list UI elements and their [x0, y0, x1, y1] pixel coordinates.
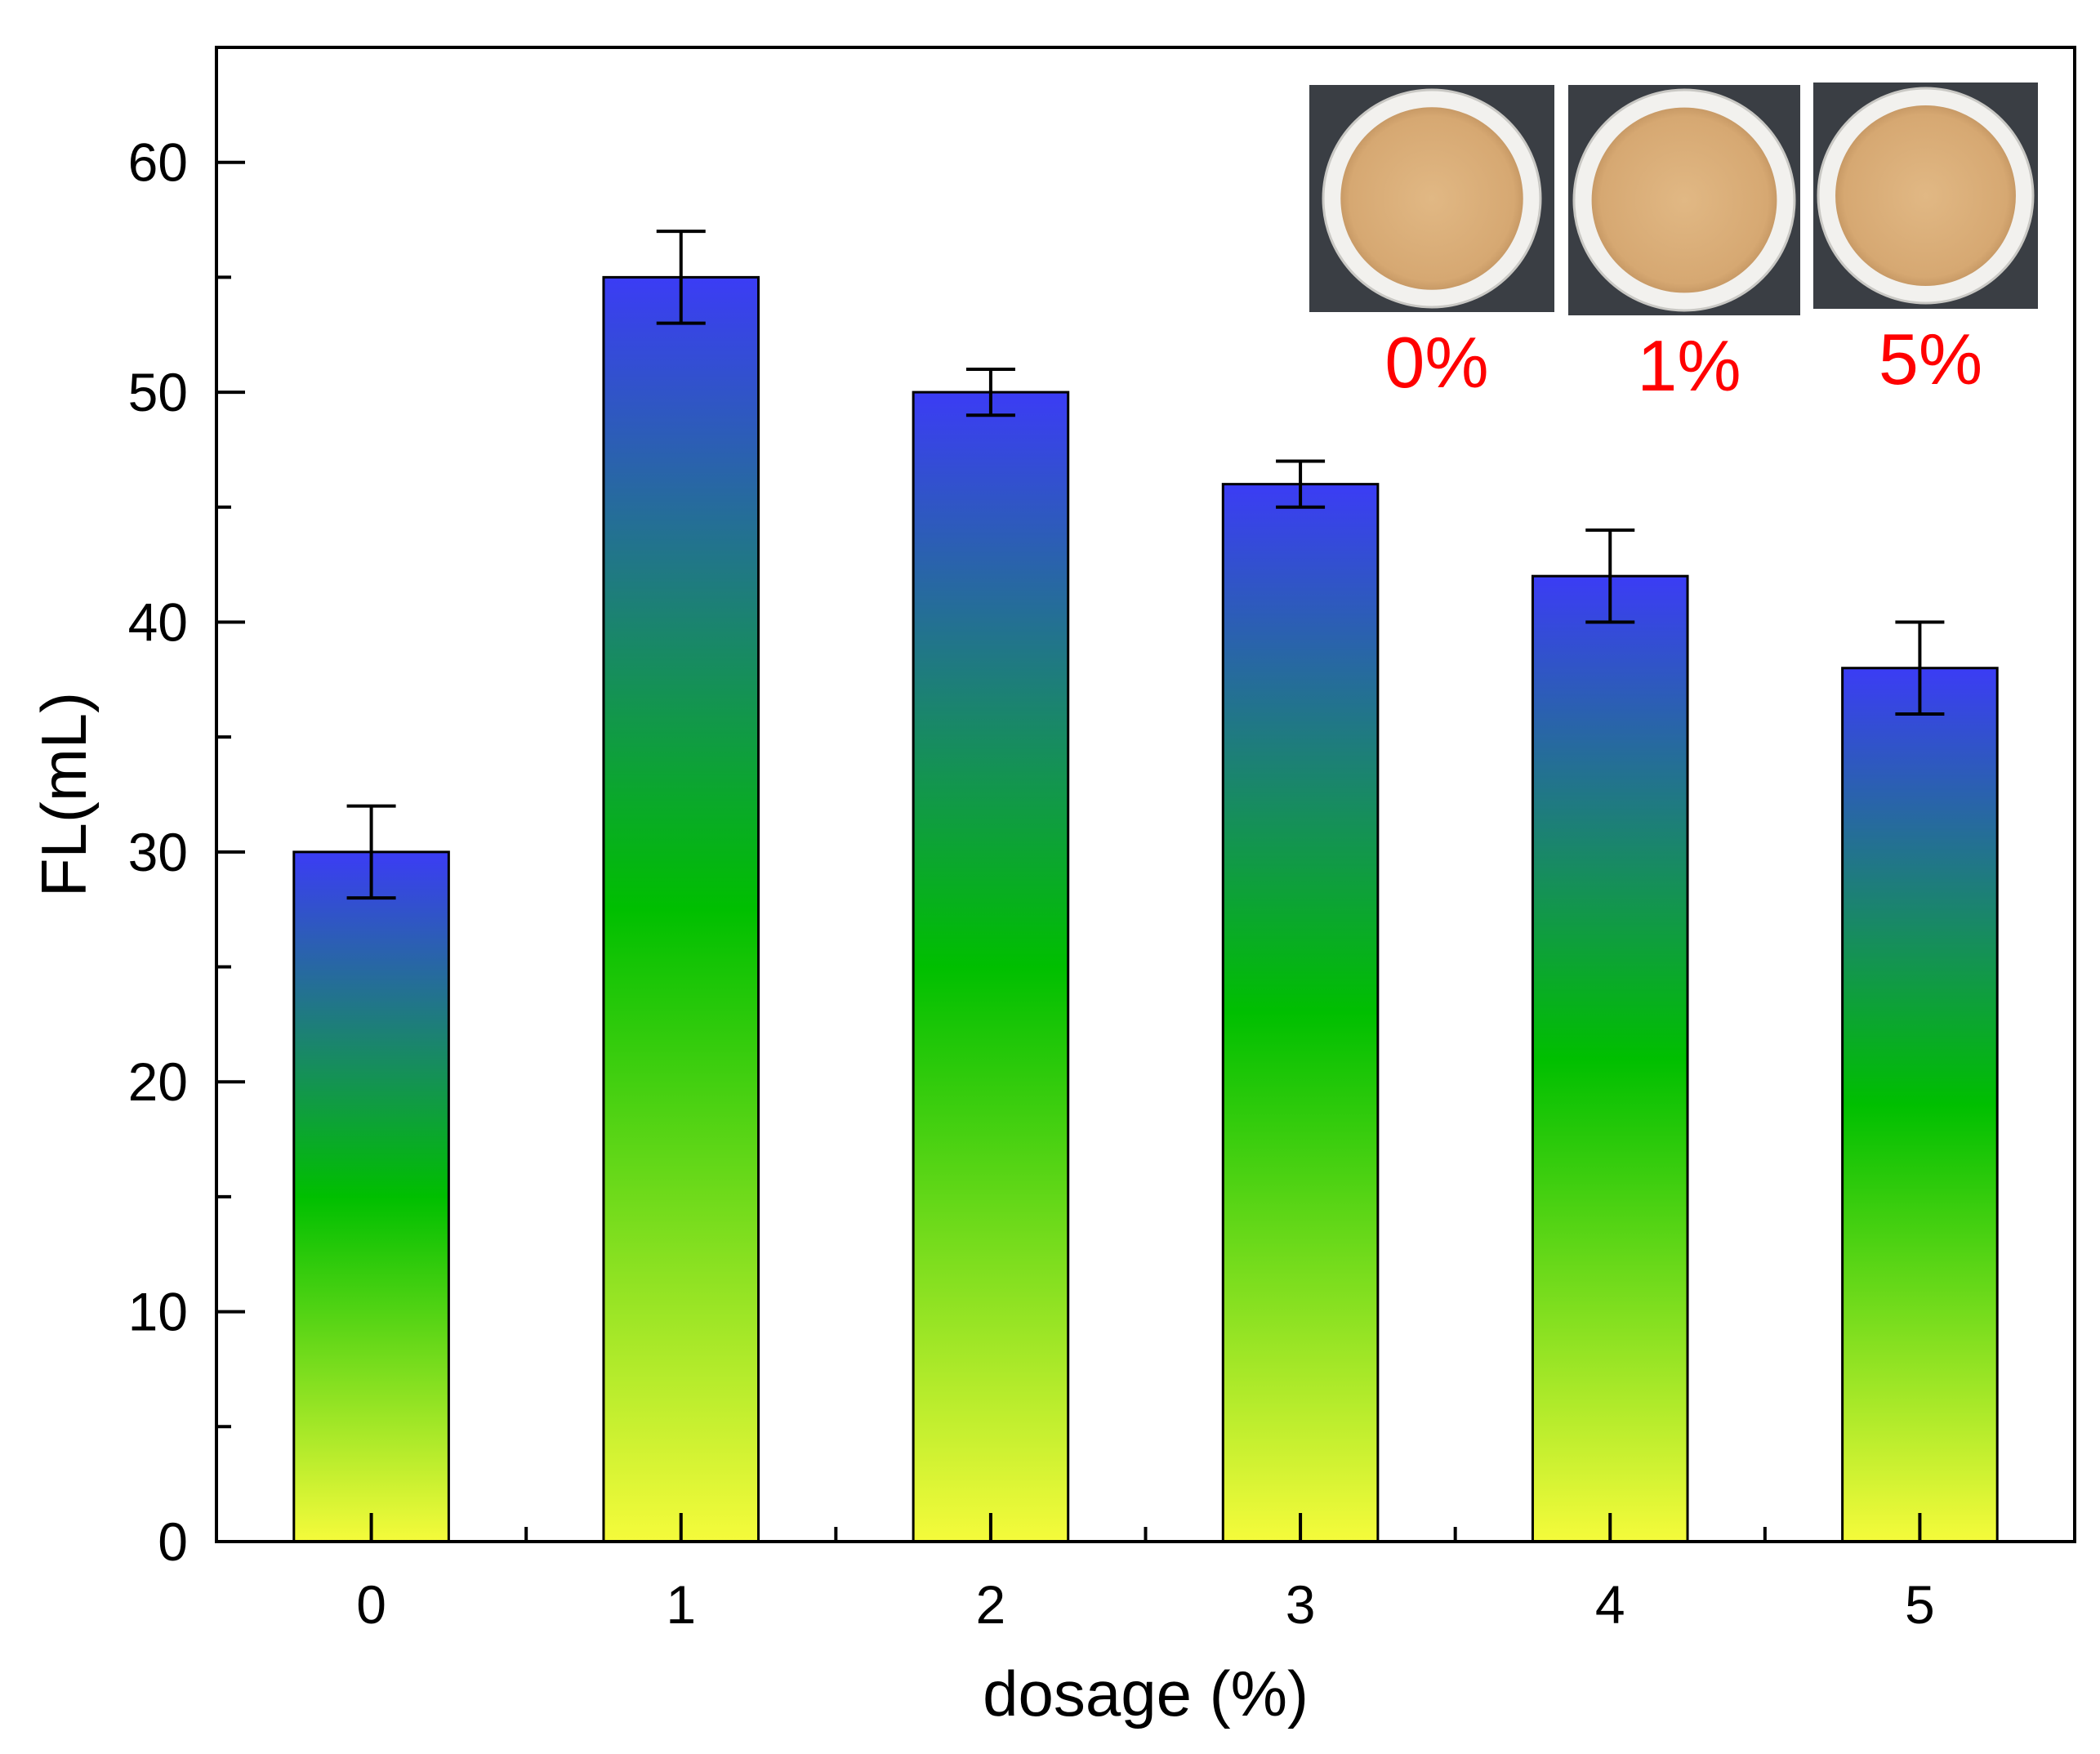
inset-photo-1: 0% — [1309, 85, 1554, 403]
x-axis-title: dosage (%) — [983, 1658, 1309, 1729]
y-tick-label-50: 50 — [128, 362, 188, 422]
y-tick-label-10: 10 — [128, 1282, 188, 1342]
inset-label-1: 0% — [1384, 322, 1488, 403]
y-tick-label-20: 20 — [128, 1051, 188, 1112]
x-tick-label-4: 4 — [1595, 1574, 1625, 1635]
bar-2 — [912, 391, 1070, 1543]
bar-4 — [1531, 574, 1689, 1543]
dish-filter-cake — [1835, 105, 2016, 286]
inset-label-2: 1% — [1637, 325, 1741, 406]
dish-filter-cake — [1591, 107, 1777, 293]
y-axis-title: FL(mL) — [28, 692, 100, 897]
x-tick-label-1: 1 — [666, 1574, 696, 1635]
bars-layer — [292, 275, 1999, 1543]
x-tick-label-5: 5 — [1905, 1574, 1935, 1635]
y-tick-label-0: 0 — [158, 1511, 188, 1572]
y-tick-label-40: 40 — [128, 591, 188, 652]
bar-0 — [292, 850, 450, 1543]
bar-1 — [602, 275, 760, 1543]
inset-photo-2: 1% — [1568, 85, 1800, 406]
bar-5 — [1841, 667, 1999, 1543]
x-tick-label-3: 3 — [1286, 1574, 1316, 1635]
x-tick-label-2: 2 — [976, 1574, 1006, 1635]
inset-photos: 0% 1% 5% — [1309, 83, 2038, 406]
dish-filter-cake — [1340, 107, 1523, 290]
inset-label-3: 5% — [1879, 319, 1982, 399]
bar-3 — [1221, 483, 1380, 1543]
x-tick-label-0: 0 — [356, 1574, 386, 1635]
y-tick-label-60: 60 — [128, 132, 188, 193]
y-tick-label-30: 30 — [128, 822, 188, 882]
inset-photo-3: 5% — [1813, 83, 2038, 399]
error-bars-layer — [346, 230, 1945, 900]
